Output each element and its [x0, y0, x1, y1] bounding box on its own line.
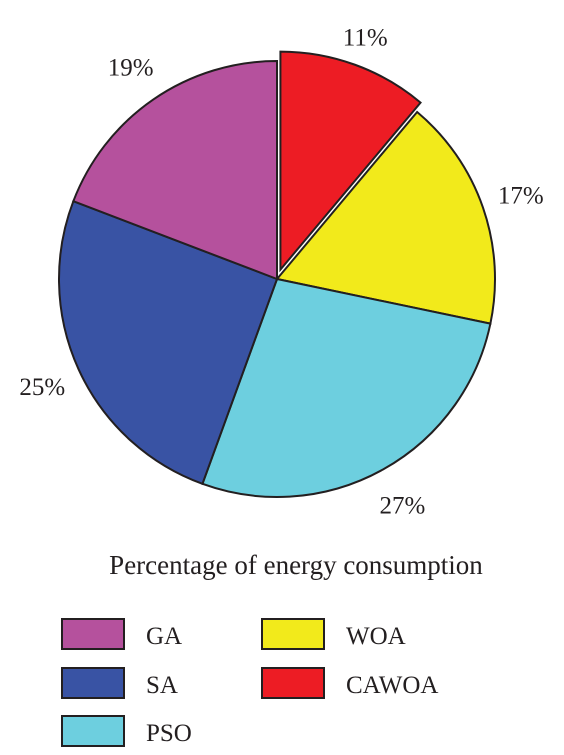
- pie-slice-ga: [72, 59, 278, 281]
- pie-slice-pso: [201, 277, 492, 498]
- legend-label-ga: GA: [146, 623, 182, 650]
- legend-label-pso: PSO: [146, 720, 192, 747]
- legend-swatch-cawoa: [261, 667, 325, 699]
- pie-slice-cawoa: [279, 50, 422, 273]
- slice-label-pso: 27%: [380, 492, 426, 519]
- slice-label-sa: 25%: [19, 374, 65, 401]
- legend: GA WOA SA CAWOA PSO: [61, 618, 438, 747]
- pie-labels: 11% 17% 27% 25% 19%: [19, 25, 543, 520]
- chart-title: Percentage of energy consumption: [109, 550, 483, 580]
- legend-label-woa: WOA: [346, 623, 406, 650]
- slice-label-ga: 19%: [108, 54, 154, 81]
- legend-swatch-sa: [61, 667, 125, 699]
- legend-label-cawoa: CAWOA: [346, 672, 438, 699]
- pie-slice-woa: [275, 110, 496, 325]
- slice-label-cawoa: 11%: [343, 25, 388, 52]
- legend-swatch-pso: [61, 715, 125, 747]
- slice-label-woa: 17%: [498, 183, 544, 210]
- pie-slices: [58, 50, 496, 498]
- legend-swatch-ga: [61, 618, 125, 650]
- legend-swatch-woa: [261, 618, 325, 650]
- pie-slice-sa: [58, 199, 279, 486]
- legend-label-sa: SA: [146, 672, 178, 699]
